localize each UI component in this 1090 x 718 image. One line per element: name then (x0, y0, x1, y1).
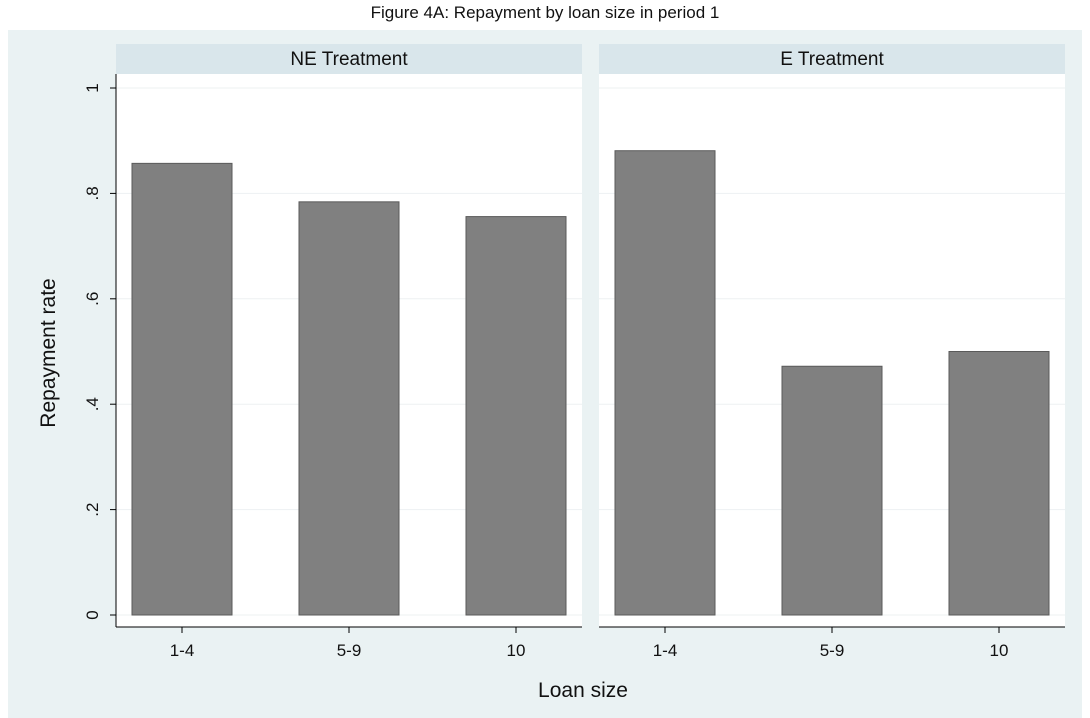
y-tick-label: .8 (83, 186, 102, 200)
strip-header (599, 44, 1065, 74)
bar-5-9 (298, 201, 400, 616)
panel-title: NE Treatment (290, 49, 408, 70)
bar-10 (465, 216, 567, 616)
panel-e: E Treatment 1-4 5-9 10 (599, 44, 1065, 660)
y-tick-label: 0 (83, 610, 102, 619)
y-axis-title: Repayment rate (37, 278, 60, 427)
panels: NE Treatment 1-4 5-9 10 E Treatment 1-4 5-9 10 (116, 44, 1065, 660)
x-tick-label: 5-9 (820, 641, 845, 660)
bar-10 (948, 351, 1050, 616)
y-tick-label: .6 (83, 292, 102, 306)
y-tick-label: .2 (83, 503, 102, 517)
y-tick-label: 1 (83, 83, 102, 92)
x-tick-label: 1-4 (653, 641, 678, 660)
figure-title: Figure 4A: Repayment by loan size in per… (371, 3, 720, 22)
x-axis-title: Loan size (538, 679, 628, 702)
panel-ne: NE Treatment 1-4 5-9 10 (116, 44, 582, 660)
x-tick-label: 10 (507, 641, 526, 660)
x-tick-label: 1-4 (170, 641, 195, 660)
y-tick-label: .4 (83, 397, 102, 411)
x-tick-label: 5-9 (337, 641, 362, 660)
bar-5-9 (781, 365, 883, 616)
panel-title: E Treatment (780, 49, 884, 70)
bar-1-4 (614, 150, 716, 616)
x-tick-label: 10 (990, 641, 1009, 660)
bar-1-4 (131, 162, 233, 616)
strip-header (116, 44, 582, 74)
y-axis: 0 .2 .4 .6 .8 1 (83, 74, 117, 627)
